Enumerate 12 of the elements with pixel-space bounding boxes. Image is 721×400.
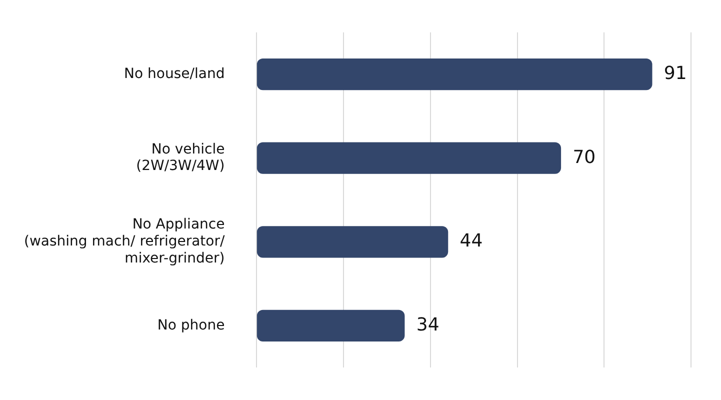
data-label: 70 (572, 146, 596, 168)
data-label: 44 (460, 230, 483, 252)
y-tick-label: No Appliance (washing mach/ refrigerator/ mixer-grinder) (24, 216, 225, 266)
y-tick-label: No vehicle (2W/3W/4W) (136, 141, 225, 174)
bar (256, 142, 562, 174)
bar (256, 226, 448, 258)
bar (256, 58, 652, 90)
y-tick-label: No phone (157, 317, 225, 334)
data-label: 91 (664, 62, 687, 84)
data-label: 34 (416, 314, 440, 336)
bar (256, 310, 405, 342)
y-tick-label: No house/land (124, 66, 225, 82)
